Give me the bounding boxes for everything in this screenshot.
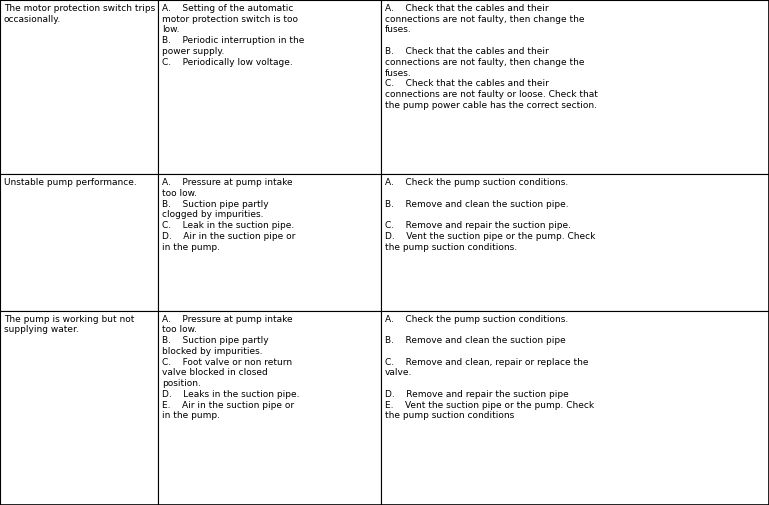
Bar <box>0 311 158 505</box>
Text: A.    Check the pump suction conditions.

B.    Remove and clean the suction pip: A. Check the pump suction conditions. B.… <box>384 178 595 251</box>
Text: A.    Pressure at pump intake
too low.
B.    Suction pipe partly
blocked by impu: A. Pressure at pump intake too low. B. S… <box>161 315 299 420</box>
Bar <box>381 311 769 505</box>
Bar <box>381 0 769 174</box>
Text: Unstable pump performance.: Unstable pump performance. <box>4 178 137 187</box>
Bar <box>158 0 381 174</box>
Bar <box>158 311 381 505</box>
Text: A.    Pressure at pump intake
too low.
B.    Suction pipe partly
clogged by impu: A. Pressure at pump intake too low. B. S… <box>161 178 295 251</box>
Text: The pump is working but not
supplying water.: The pump is working but not supplying wa… <box>4 315 135 334</box>
Text: A.    Setting of the automatic
motor protection switch is too
low.
B.    Periodi: A. Setting of the automatic motor protec… <box>161 4 304 67</box>
Bar <box>0 174 158 311</box>
Bar <box>381 174 769 311</box>
Bar <box>158 174 381 311</box>
Text: A.    Check that the cables and their
connections are not faulty, then change th: A. Check that the cables and their conne… <box>384 4 598 110</box>
Text: The motor protection switch trips
occasionally.: The motor protection switch trips occasi… <box>4 4 155 24</box>
Bar <box>0 0 158 174</box>
Text: A.    Check the pump suction conditions.

B.    Remove and clean the suction pip: A. Check the pump suction conditions. B.… <box>384 315 594 420</box>
